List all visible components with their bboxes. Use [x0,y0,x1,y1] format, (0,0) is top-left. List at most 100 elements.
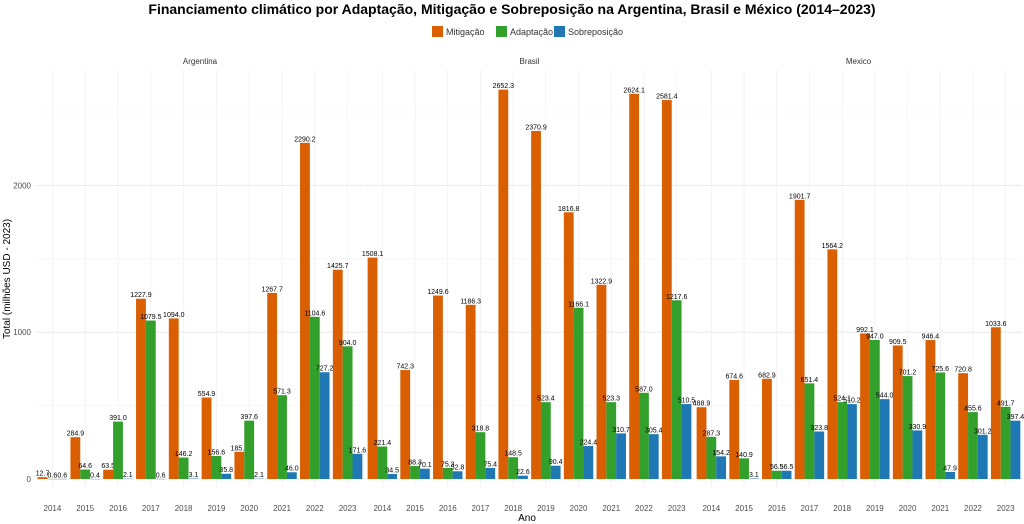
data-label: 491.7 [997,400,1015,407]
bar-sobreposição-2016 [781,470,792,479]
data-label: 397.4 [1007,414,1024,421]
bar-mitigação-2021 [925,340,936,479]
bar-mitigação-2023 [332,269,343,479]
bar-mitigação-2016 [762,378,772,479]
x-tick-label: 2016 [109,504,127,513]
bar-mitigação-2020 [892,345,903,479]
data-label: 1508.1 [362,251,384,258]
data-label: 47.9 [943,465,957,472]
data-label: 2290.2 [294,136,316,143]
bar-sobreposição-2016 [452,471,463,479]
x-tick-label: 2019 [537,504,555,513]
y-axis-title: Total (milhões USD - 2023) [2,219,13,339]
data-label: 64.6 [78,463,92,470]
legend-swatch [496,26,507,37]
data-label: 1249.6 [427,289,449,296]
bar-mitigação-2019 [201,397,212,479]
data-label: 904.0 [339,340,357,347]
data-label: 1186.3 [460,298,481,305]
data-label: 171.6 [349,447,367,454]
bar-mitigação-2021 [596,284,607,479]
bar-adaptação-2015 [80,469,91,479]
legend-label: Adaptação [510,27,553,37]
bar-adaptação-2023 [1000,406,1011,479]
bar-mitigação-2019 [531,130,541,479]
bar-adaptação-2016 [771,470,782,479]
data-label: 1079.5 [140,314,162,321]
bar-adaptação-2016 [442,467,453,479]
x-tick-label: 2023 [668,504,686,513]
bar-adaptação-2019 [540,402,551,479]
x-tick-label: 2021 [931,504,949,513]
bar-mitigação-2022 [629,93,640,480]
x-tick-label: 2023 [339,504,357,513]
bar-sobreposição-2022 [319,372,330,479]
bar-mitigação-2017 [136,298,146,479]
bar-adaptação-2014 [377,446,388,479]
bar-mitigação-2015 [70,437,81,479]
data-label: 63.5 [101,463,115,470]
bar-adaptação-2015 [410,466,420,479]
data-label: 2370.9 [525,124,547,131]
data-label: 992.1 [856,327,874,334]
data-label: 682.9 [758,372,776,379]
data-label: 2624.1 [623,87,645,94]
bar-adaptação-2021 [935,372,946,479]
data-label: 0.6 [156,472,166,479]
bar-adaptação-2018 [837,402,848,479]
data-label: 56.5 [770,464,784,471]
x-tick-label: 2014 [373,504,391,513]
data-label: 0.6 [57,472,67,479]
bar-sobreposição-2019 [550,465,561,479]
x-tick-label: 2021 [273,504,291,513]
data-label: 154.2 [712,450,730,457]
bar-adaptação-2015 [739,458,749,479]
bar-sobreposição-2014 [716,456,727,479]
bar-sobreposição-2023 [1010,420,1021,479]
bar-sobreposição-2019 [221,473,232,479]
x-tick-label: 2017 [472,504,490,513]
data-label: 75.4 [483,461,497,468]
x-tick-label: 2019 [208,504,226,513]
data-label: 156.6 [208,450,226,457]
data-label: 301.2 [974,428,992,435]
data-label: 909.5 [889,339,907,346]
facet-mexico: Mexico 488.9 674.6 682.9 1901.7 1564.2 992.1 90… [693,57,1024,513]
facets: Argentina 12.7 284.9 63.5 1227.9 1094.0 554.9 1… [13,57,1024,513]
bar-sobreposição-2023 [352,453,363,479]
bar-mitigação-2019 [860,333,870,479]
x-tick-label: 2022 [964,504,982,513]
bar-adaptação-2022 [309,316,320,479]
data-label: 1104.6 [304,310,325,317]
data-label: 284.9 [67,431,85,438]
data-label: 140.9 [735,452,753,459]
x-tick-label: 2019 [866,504,884,513]
bar-adaptação-2020 [902,376,913,479]
bar-mitigação-2014 [37,477,48,479]
data-label: 524.1 [833,396,851,403]
data-label: 148.5 [504,451,522,458]
data-label: 323.8 [810,425,828,432]
facet-label: Mexico [846,57,872,66]
bar-mitigação-2022 [300,142,310,479]
data-label: 2652.3 [493,83,515,90]
data-label: 1227.9 [130,292,152,299]
x-tick-label: 2018 [175,504,193,513]
bar-mitigação-2020 [234,451,245,479]
x-tick-label: 2022 [306,504,324,513]
data-label: 318.8 [472,426,490,433]
legend-label: Sobreposição [568,27,623,37]
data-label: 330.9 [909,424,927,431]
data-label: 946.4 [922,334,940,341]
data-label: 22.6 [516,469,530,476]
bar-adaptação-2020 [573,307,584,479]
bar-sobreposição-2021 [945,471,955,479]
legend-item-2: Adaptação [496,26,553,37]
data-label: 510.5 [678,398,696,405]
bar-mitigação-2014 [696,407,707,479]
data-label: 1816.8 [558,206,580,213]
x-axis-title: Ano [518,513,536,524]
bar-sobreposição-2014 [387,473,398,479]
bar-adaptação-2017 [145,320,156,479]
